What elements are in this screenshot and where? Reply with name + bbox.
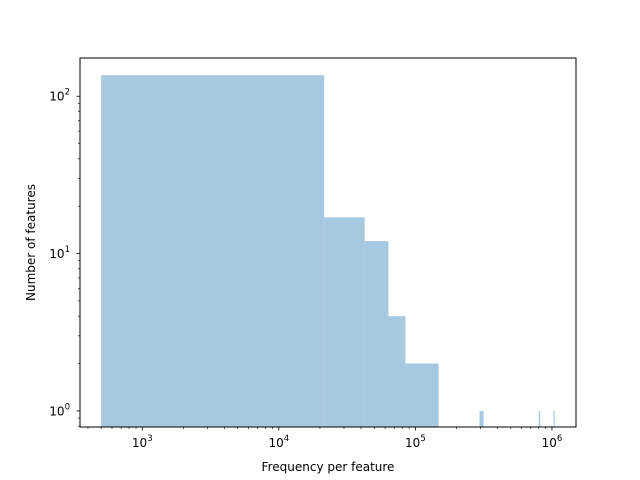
histogram-bar — [479, 410, 484, 427]
x-tick-label: 106 — [542, 434, 563, 450]
histogram-bar — [405, 363, 439, 427]
histogram-bar — [538, 410, 541, 427]
histogram-bar — [364, 241, 389, 427]
histogram-bars — [101, 75, 555, 428]
x-major-ticks: 103 104 105 106 — [132, 427, 562, 450]
y-axis-label: Number of features — [24, 184, 38, 301]
histogram-bar — [553, 410, 555, 427]
x-axis-label: Frequency per feature — [262, 460, 395, 474]
x-minor-ticks — [87, 427, 547, 429]
histogram-bar — [101, 75, 325, 428]
x-tick-label: 103 — [132, 434, 153, 450]
y-tick-label: 102 — [49, 88, 70, 104]
histogram-bar — [388, 316, 406, 427]
histogram-bar — [324, 217, 365, 427]
x-tick-label: 104 — [268, 434, 289, 450]
y-major-ticks: 100 101 102 — [49, 88, 80, 418]
x-tick-label: 105 — [405, 434, 426, 450]
y-tick-label: 101 — [49, 245, 70, 261]
plot-frame — [79, 57, 577, 428]
y-tick-label: 100 — [49, 402, 70, 418]
